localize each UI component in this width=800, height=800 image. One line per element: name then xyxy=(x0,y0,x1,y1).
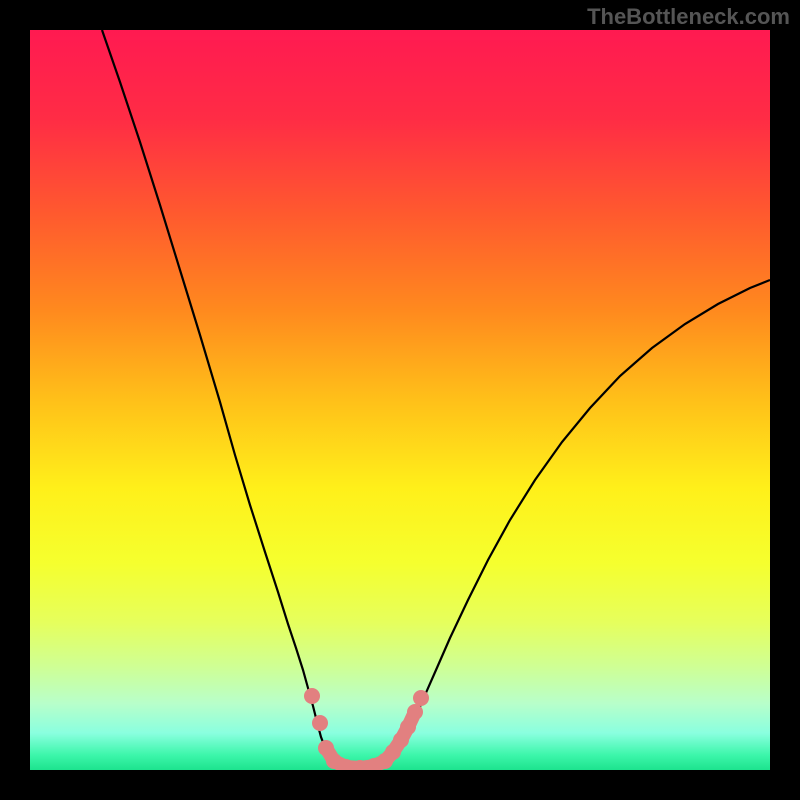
plot-area xyxy=(30,30,770,776)
watermark-text: TheBottleneck.com xyxy=(587,4,790,30)
bottleneck-chart xyxy=(0,0,800,800)
gradient-background xyxy=(30,30,770,770)
